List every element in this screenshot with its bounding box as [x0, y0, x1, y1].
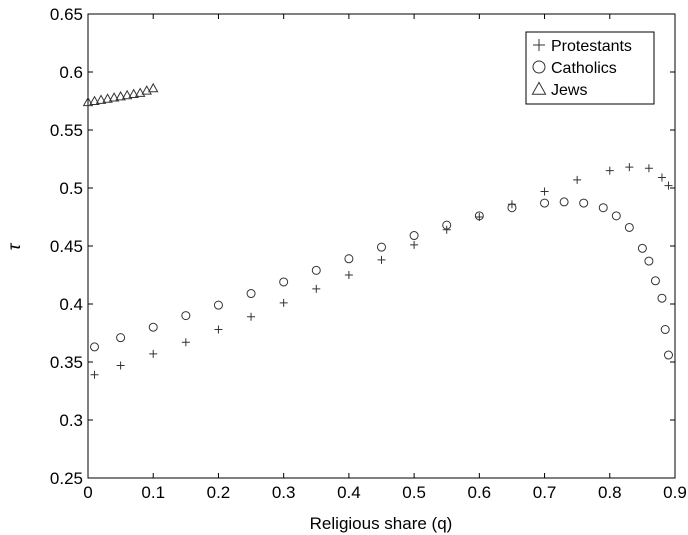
data-point — [637, 243, 647, 253]
y-tick-label: 0.35 — [50, 353, 83, 372]
data-point — [663, 350, 673, 360]
data-point — [90, 342, 100, 352]
x-tick-label: 0.4 — [337, 483, 361, 502]
y-tick-label: 0.25 — [50, 469, 83, 488]
data-point — [128, 88, 139, 99]
y-tick-label: 0.45 — [50, 237, 83, 256]
data-point — [644, 164, 653, 173]
data-point — [279, 298, 288, 307]
data-marks — [82, 82, 673, 379]
legend-box — [525, 31, 655, 105]
data-point — [102, 93, 113, 103]
x-tick-label: 0.1 — [141, 483, 165, 502]
x-tick-label: 0.8 — [598, 483, 622, 502]
data-point — [442, 220, 452, 230]
x-tick-label: 0.5 — [402, 483, 426, 502]
data-point — [377, 242, 386, 252]
data-point — [246, 289, 256, 299]
data-point — [573, 175, 582, 184]
data-point — [507, 203, 517, 213]
series-catholics — [90, 197, 673, 360]
data-point — [82, 96, 94, 107]
series-protestants — [90, 163, 673, 379]
data-point — [95, 94, 107, 104]
data-point — [611, 211, 621, 221]
data-point — [181, 311, 191, 321]
data-point — [624, 222, 634, 232]
y-tick-label: 0.6 — [59, 63, 83, 82]
data-point — [540, 198, 550, 208]
data-point — [625, 163, 634, 172]
data-point — [344, 271, 353, 279]
x-tick-label: 0.6 — [468, 483, 492, 502]
data-point — [579, 198, 589, 208]
legend: Protestants Catholics Jews — [525, 31, 655, 105]
data-point — [149, 349, 158, 358]
data-point — [247, 312, 256, 321]
data-point — [664, 181, 673, 190]
data-point — [474, 211, 484, 221]
data-point — [344, 254, 354, 264]
legend-label: Catholics — [551, 60, 617, 77]
x-tick-label: 0.7 — [533, 483, 557, 502]
data-point — [141, 85, 152, 95]
data-point — [650, 276, 660, 286]
x-axis-label: Religious share (q) — [310, 514, 453, 533]
data-point — [598, 203, 608, 213]
y-tick-label: 0.65 — [50, 5, 83, 24]
data-point — [134, 87, 146, 97]
data-point — [116, 361, 125, 370]
data-point — [377, 255, 386, 264]
y-tick-label: 0.5 — [59, 179, 83, 198]
y-axis-label: τ — [4, 242, 24, 250]
y-tick-label: 0.55 — [50, 121, 83, 140]
legend-marker — [531, 81, 547, 95]
data-point — [410, 240, 419, 249]
legend-label: Protestants — [551, 38, 632, 55]
data-point — [442, 225, 451, 234]
data-point — [409, 231, 419, 241]
x-tick-label: 0 — [83, 483, 92, 502]
data-point — [657, 293, 667, 303]
data-point — [660, 325, 670, 335]
data-point — [311, 265, 321, 275]
legend-label: Jews — [551, 82, 587, 99]
data-point — [540, 187, 549, 196]
data-point — [181, 338, 190, 347]
data-point — [657, 173, 666, 182]
series-jews — [82, 82, 159, 107]
data-point — [121, 89, 133, 100]
axis-ticks: 0 0.1 0.2 0.3 0.4 0.5 0.6 0.7 0.8 0.9 0.25 0.3 0.35 0… — [50, 5, 687, 502]
data-point — [644, 256, 654, 266]
x-tick-label: 0.2 — [207, 483, 231, 502]
data-point — [147, 82, 159, 93]
data-point — [108, 92, 120, 102]
x-tick-label: 0.9 — [663, 483, 687, 502]
y-tick-label: 0.4 — [59, 295, 83, 314]
data-point — [90, 370, 99, 379]
data-point — [213, 300, 223, 310]
data-point — [312, 284, 321, 293]
legend-marker — [532, 60, 546, 74]
data-point — [148, 322, 158, 332]
data-point — [605, 166, 614, 175]
data-point — [279, 277, 289, 287]
data-point — [115, 90, 126, 101]
data-point — [116, 333, 126, 343]
data-point — [559, 197, 569, 207]
legend-marker — [533, 39, 545, 51]
y-tick-label: 0.3 — [59, 411, 83, 430]
x-tick-label: 0.3 — [272, 483, 296, 502]
data-point — [214, 325, 223, 334]
data-point — [89, 95, 100, 106]
